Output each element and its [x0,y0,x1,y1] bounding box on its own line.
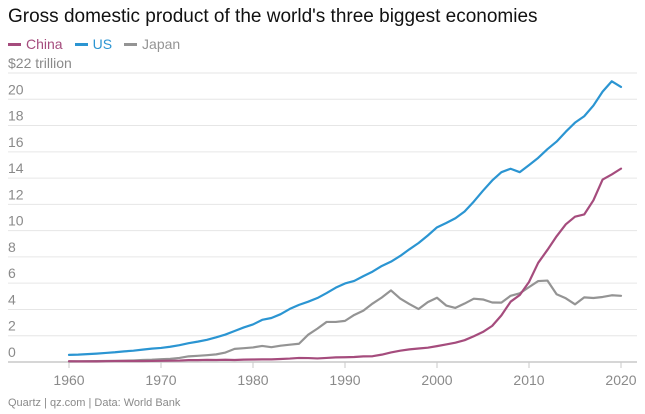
series-line-us [67,80,623,357]
y-tick-label: 2 [8,318,16,334]
x-tick-label: 2010 [513,372,544,388]
legend-swatch-china [8,42,21,46]
y-tick-label: 20 [8,81,24,97]
x-tick-label: 1980 [237,372,268,388]
y-tick-label: $22 trillion [8,55,72,71]
y-tick-label: 18 [8,108,24,124]
legend-item-japan: Japan [124,36,180,52]
legend-swatch-us [74,42,88,46]
x-tick-label: 1960 [53,372,84,388]
x-tick-label: 2020 [605,372,636,388]
y-tick-label: 4 [8,291,16,307]
legend-item-us: US [74,36,113,52]
x-tick-label: 2000 [421,372,452,388]
chart-title: Gross domestic product of the world's th… [8,6,538,27]
y-tick-label: 8 [8,239,16,255]
y-tick-label: 10 [8,213,24,229]
x-tick-label: 1970 [145,372,176,388]
legend-label-japan: Japan [142,36,181,52]
y-tick-label: 6 [8,265,16,281]
series-line-japan [67,279,623,363]
y-tick-label: 14 [8,160,24,176]
y-tick-label: 0 [8,344,16,360]
x-tick-label: 1990 [329,372,360,388]
y-tick-label: 12 [8,186,24,202]
legend-label-us: US [92,36,113,52]
legend-swatch-japan [124,42,138,46]
y-tick-label: 16 [8,134,24,150]
legend: China US Japan [8,36,192,52]
legend-label-china: China [26,36,63,52]
legend-item-china: China [8,36,63,52]
source-footer: Quartz | qz.com | Data: World Bank [8,397,181,409]
series-line-china [67,167,623,363]
